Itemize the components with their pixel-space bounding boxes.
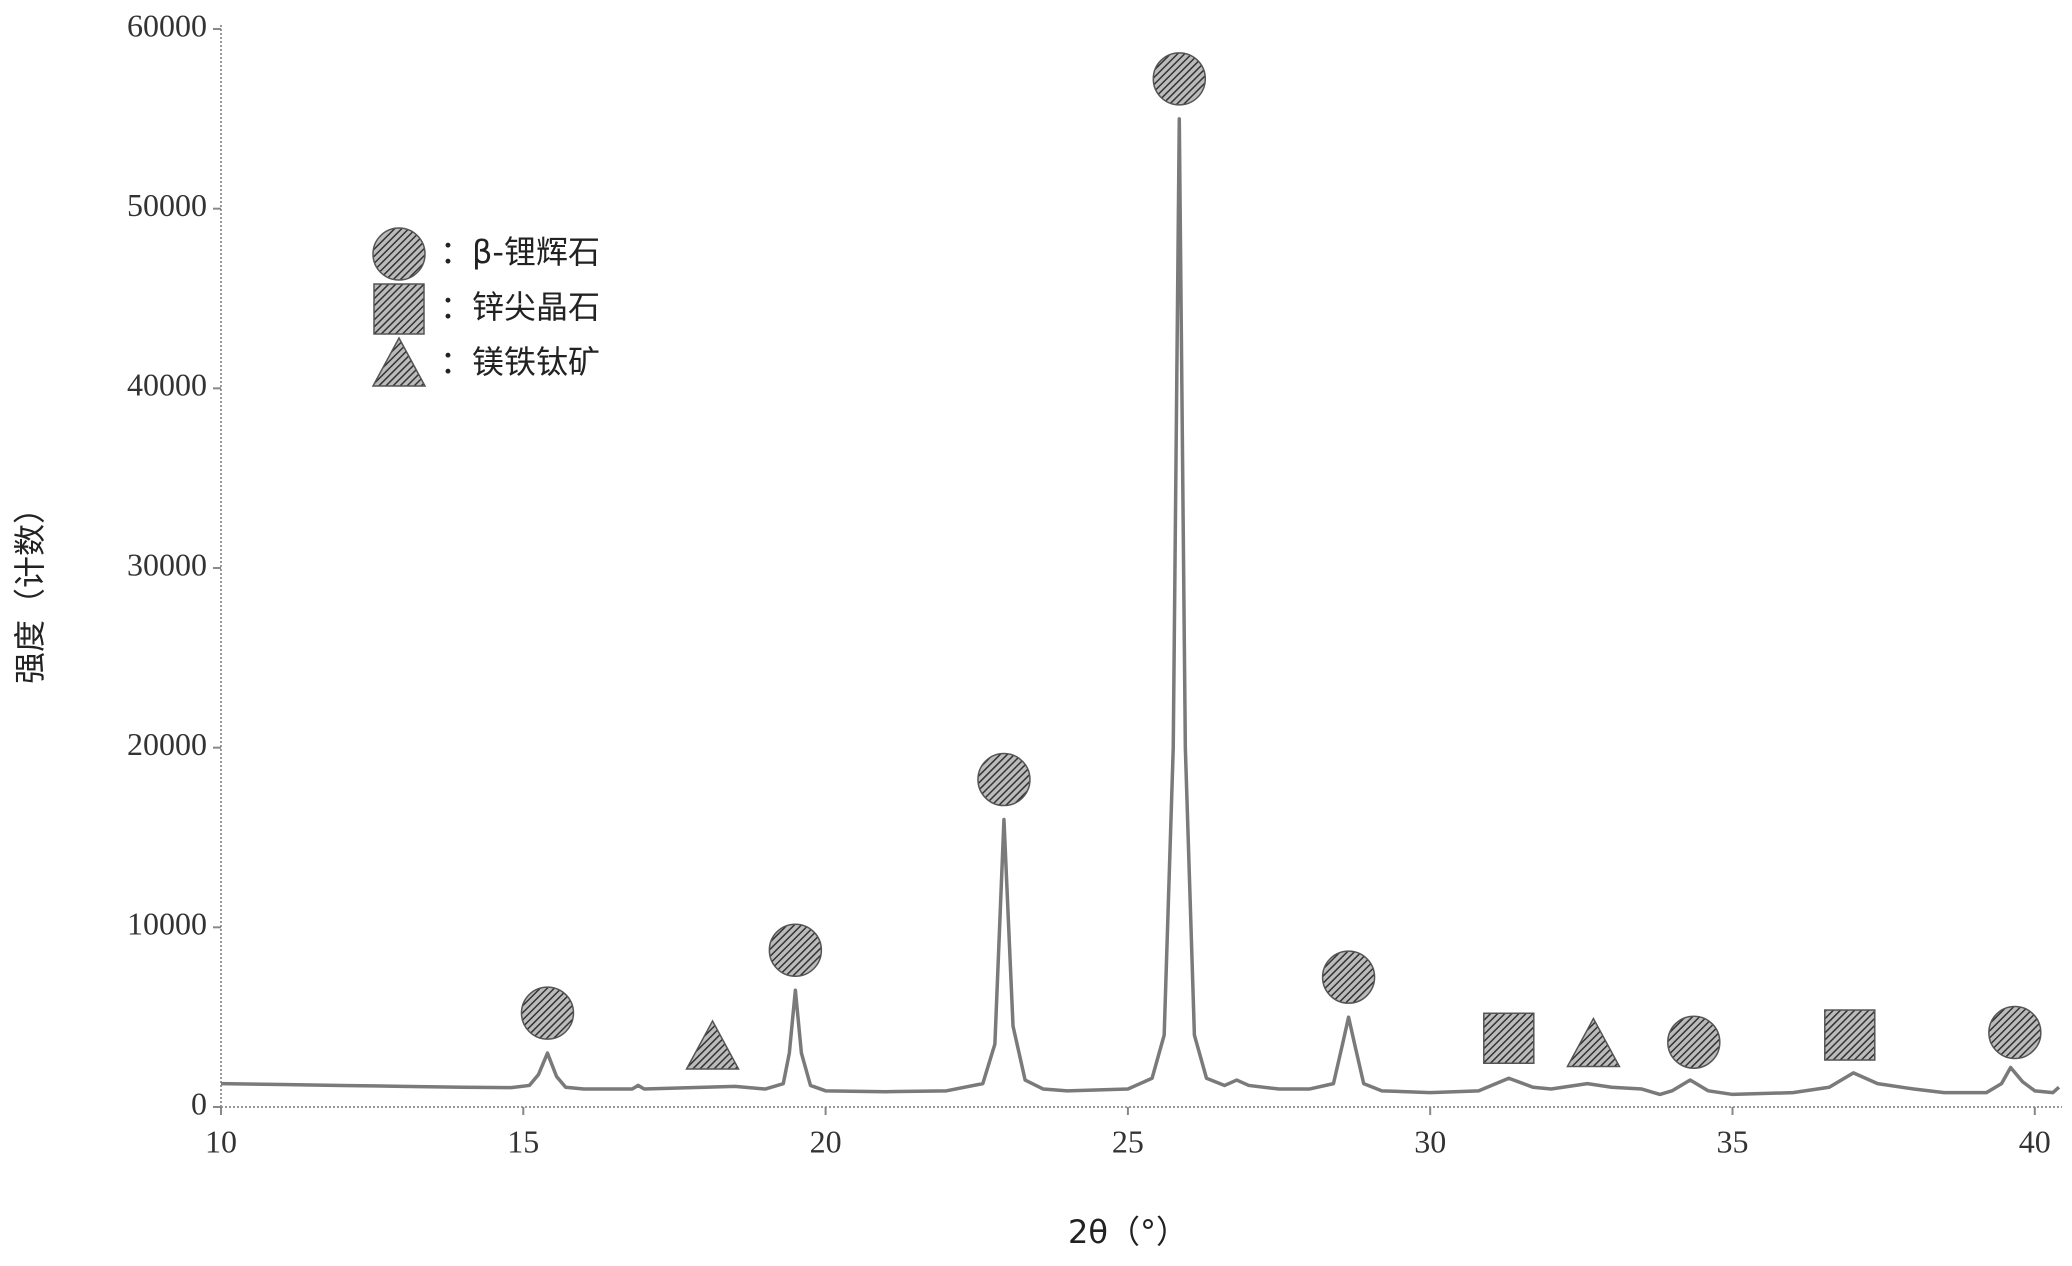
x-tick-label: 40: [2019, 1123, 2051, 1159]
y-tick-label: 20000: [127, 726, 207, 762]
legend-label: ：β-锂辉石: [440, 233, 600, 271]
marker-triangle: [371, 336, 427, 387]
marker-circle: [768, 923, 823, 977]
x-tick-label: 25: [1112, 1123, 1144, 1159]
y-axis-title: 强度（计数）: [11, 492, 49, 684]
y-tick-label: 50000: [127, 187, 207, 223]
marker-triangle: [1566, 1016, 1621, 1068]
legend-label: ：镁铁钛矿: [440, 343, 600, 381]
marker-circle: [1152, 52, 1207, 106]
marker-triangle: [685, 1019, 740, 1070]
y-tick-label: 30000: [127, 546, 207, 582]
marker-circle: [1988, 1005, 2042, 1060]
marker-square: [1824, 1009, 1876, 1061]
marker-circle: [520, 986, 575, 1040]
xrd-line: [220, 117, 2061, 1097]
x-tick-label: 20: [810, 1123, 842, 1159]
marker-square: [1483, 1012, 1535, 1065]
marker-circle: [1321, 950, 1376, 1004]
x-axis-title: 2θ（°）: [1068, 1213, 1188, 1251]
y-tick-label: 60000: [127, 7, 207, 43]
x-tick-label: 15: [507, 1123, 539, 1159]
y-tick-label: 10000: [127, 906, 207, 942]
y-tick-label: 0: [191, 1085, 207, 1121]
marker-circle: [977, 752, 1031, 807]
x-tick-label: 10: [205, 1123, 237, 1159]
marker-circle: [1667, 1015, 1721, 1069]
legend-label: ：锌尖晶石: [440, 288, 600, 326]
marker-circle: [372, 227, 426, 281]
x-tick-label: 30: [1414, 1123, 1446, 1159]
y-tick-label: 40000: [127, 367, 207, 403]
marker-square: [373, 283, 425, 335]
x-tick-label: 35: [1716, 1123, 1748, 1159]
